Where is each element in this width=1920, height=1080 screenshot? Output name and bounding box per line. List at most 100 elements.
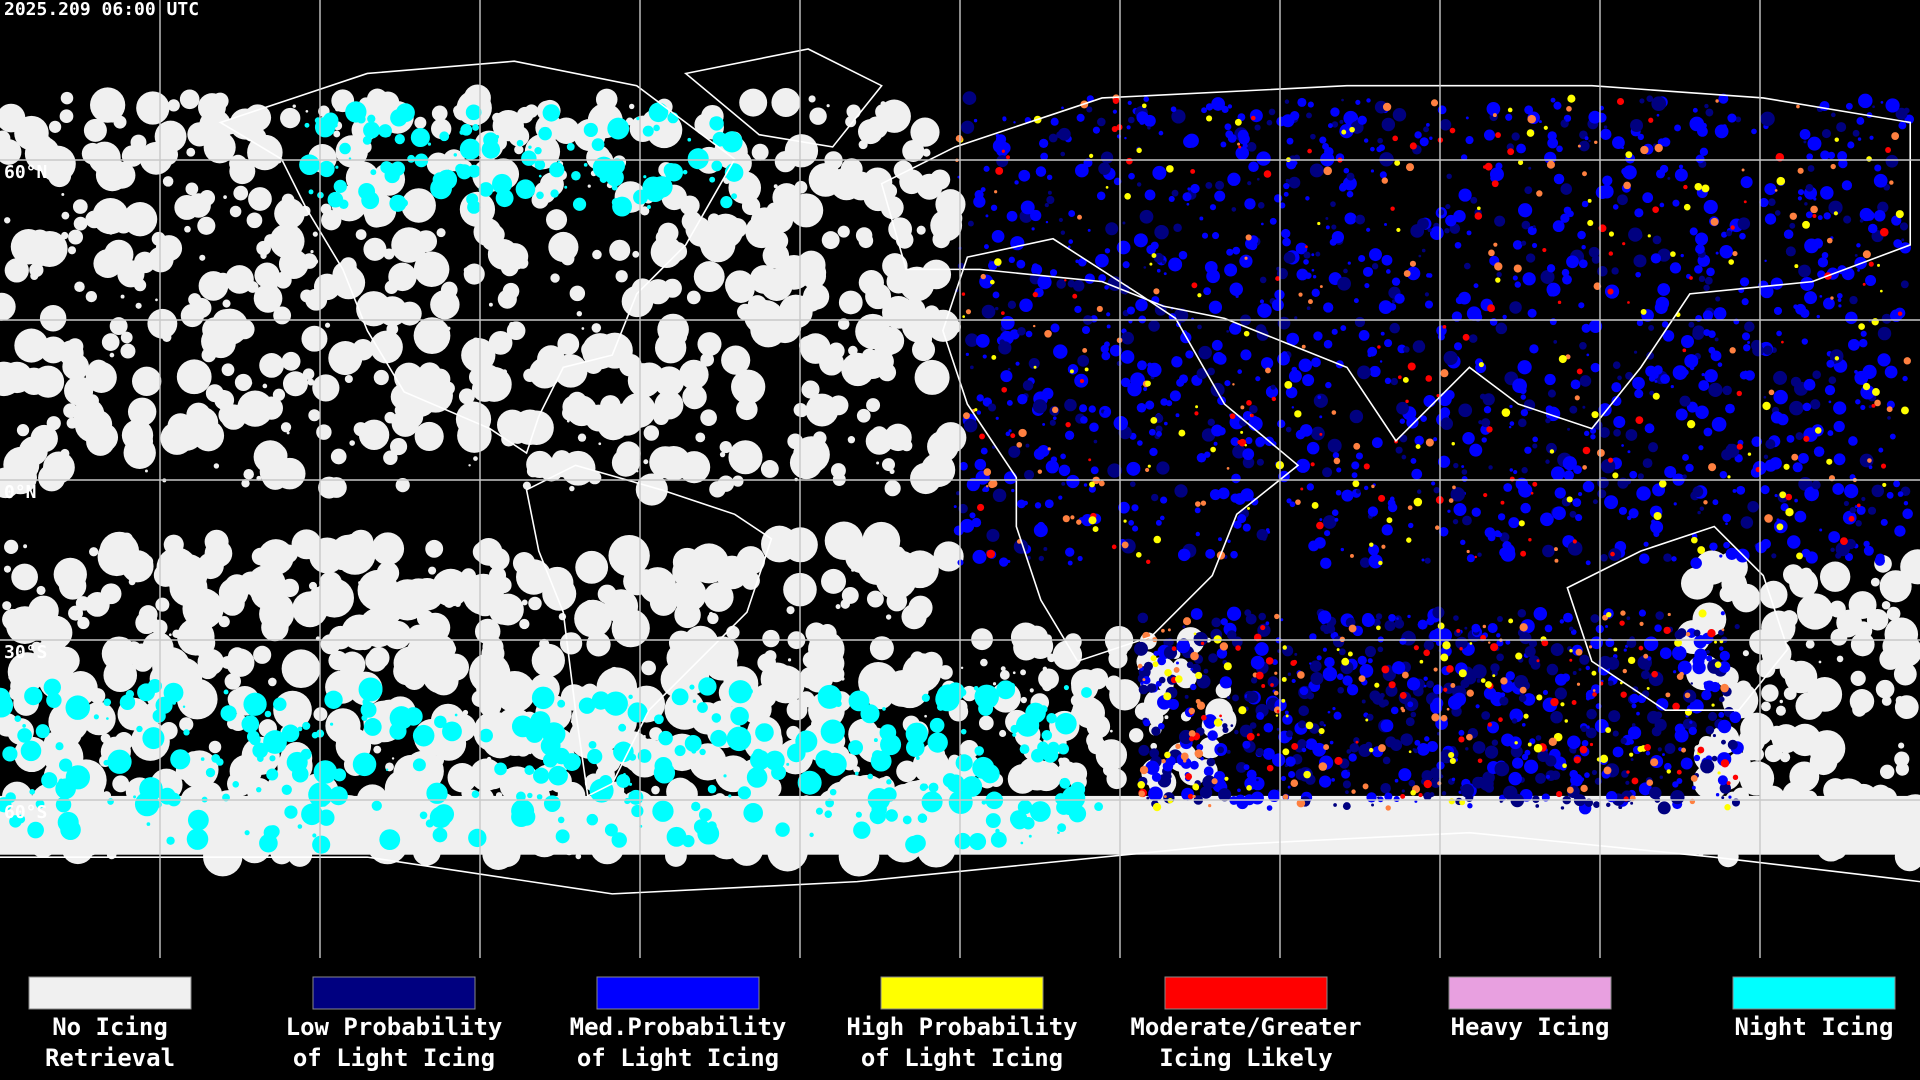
- cloud-patch: [678, 359, 709, 390]
- cloud-patch: [1816, 832, 1846, 862]
- cloud-patch: [1836, 122, 1847, 133]
- cloud-patch: [1661, 321, 1669, 328]
- cloud-patch: [1546, 442, 1557, 454]
- cloud-patch: [762, 629, 780, 648]
- cloud-patch: [1319, 775, 1332, 788]
- cloud-patch: [1158, 722, 1165, 730]
- cloud-patch: [1502, 314, 1507, 320]
- cloud-patch: [1381, 177, 1388, 184]
- cloud-patch: [1672, 199, 1680, 207]
- cloud-patch: [1256, 528, 1268, 541]
- cloud-patch: [58, 340, 84, 366]
- cloud-patch: [1394, 160, 1401, 166]
- cloud-patch: [321, 586, 343, 607]
- cloud-patch: [1631, 723, 1636, 727]
- cloud-patch: [1311, 253, 1315, 257]
- cloud-patch: [1466, 306, 1482, 321]
- coastlines: [0, 48, 1920, 895]
- cloud-patch: [896, 760, 918, 783]
- cloud-patch: [1638, 609, 1646, 617]
- cloud-patch: [1341, 98, 1344, 102]
- cloud-patch: [1120, 350, 1135, 364]
- cloud-patch: [1680, 335, 1694, 349]
- cloud-patch: [1484, 162, 1493, 171]
- cloud-patch: [197, 216, 216, 235]
- cloud-patch: [1283, 251, 1296, 264]
- cloud-patch: [536, 191, 544, 200]
- cloud-patch: [621, 811, 636, 826]
- cloud-patch: [1900, 549, 1920, 585]
- cloud-patch: [127, 397, 157, 427]
- cloud-patch: [884, 480, 901, 497]
- cloud-patch: [962, 315, 966, 319]
- cloud-patch: [1047, 741, 1060, 755]
- cloud-patch: [1674, 728, 1689, 743]
- cloud-patch: [1311, 426, 1325, 441]
- cloud-patch: [1237, 369, 1243, 374]
- cloud-patch: [216, 758, 224, 766]
- cloud-patch: [1007, 559, 1011, 564]
- cloud-patch: [1544, 373, 1556, 386]
- cloud-patch: [834, 174, 840, 180]
- cloud-patch: [1897, 794, 1920, 830]
- cloud-patch: [133, 795, 137, 799]
- cloud-patch: [1291, 743, 1299, 750]
- cloud-patch: [524, 765, 535, 776]
- cloud-patch: [1202, 775, 1217, 789]
- cloud-patch: [139, 141, 173, 175]
- cloud-patch: [1234, 493, 1246, 505]
- cloud-patch: [912, 747, 950, 784]
- cloud-patch: [358, 607, 399, 648]
- cloud-patch: [583, 162, 588, 167]
- cloud-patch: [1491, 180, 1499, 188]
- cloud-patch: [935, 189, 966, 220]
- cloud-patch: [1423, 676, 1428, 681]
- cloud-patch: [732, 475, 744, 487]
- cloud-patch: [1298, 292, 1303, 297]
- cloud-patch: [1863, 540, 1870, 548]
- cloud-patch: [291, 757, 301, 766]
- cloud-patch: [1495, 162, 1503, 170]
- cloud-patch: [1662, 753, 1665, 757]
- cloud-patch: [1050, 117, 1059, 126]
- cloud-patch: [662, 278, 682, 298]
- cloud-patch: [643, 734, 646, 738]
- cloud-patch: [1833, 401, 1847, 415]
- cloud-patch: [1826, 237, 1833, 244]
- cloud-patch: [1612, 136, 1625, 150]
- cloud-patch: [640, 206, 650, 216]
- cloud-patch: [1509, 476, 1515, 482]
- cloud-patch: [1127, 100, 1132, 105]
- cloud-patch: [1545, 417, 1551, 424]
- cloud-patch: [1047, 447, 1051, 451]
- cloud-patch: [1645, 750, 1651, 756]
- cloud-patch: [1403, 270, 1411, 277]
- cloud-patch: [0, 292, 16, 321]
- cloud-patch: [998, 142, 1011, 155]
- cloud-patch: [232, 780, 240, 788]
- cloud-patch: [598, 442, 602, 446]
- cloud-patch: [1802, 402, 1812, 412]
- cloud-patch: [1333, 711, 1342, 720]
- cloud-patch: [1173, 666, 1180, 673]
- cloud-patch: [1410, 789, 1417, 796]
- cloud-patch: [1157, 656, 1167, 666]
- cloud-patch: [570, 720, 574, 724]
- cloud-patch: [1690, 557, 1702, 569]
- cloud-patch: [1629, 693, 1640, 704]
- cloud-patch: [832, 156, 843, 167]
- cloud-patch: [94, 764, 98, 768]
- cloud-patch: [1856, 505, 1866, 515]
- cloud-patch: [1840, 537, 1848, 546]
- cloud-patch: [1693, 629, 1701, 637]
- cloud-patch: [1585, 689, 1596, 700]
- cloud-patch: [23, 436, 39, 452]
- cloud-patch: [1611, 267, 1619, 275]
- cloud-patch: [1759, 785, 1786, 812]
- cloud-patch: [516, 139, 524, 147]
- cloud-patch: [960, 120, 975, 134]
- cloud-patch: [63, 783, 73, 793]
- cloud-patch: [671, 688, 689, 706]
- cloud-patch: [243, 468, 254, 480]
- cloud-patch: [468, 464, 471, 467]
